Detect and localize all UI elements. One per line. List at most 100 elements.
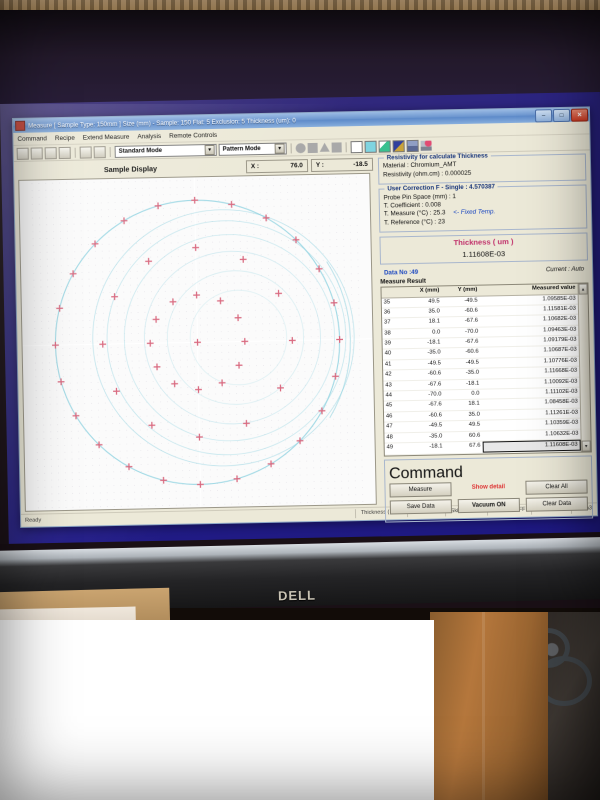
measurement-point[interactable] xyxy=(72,412,80,420)
measurement-point[interactable] xyxy=(330,299,338,307)
measurement-point[interactable] xyxy=(217,297,224,305)
measurement-point[interactable] xyxy=(160,476,167,484)
row-index: 41 xyxy=(384,361,392,368)
measurement-point[interactable] xyxy=(145,257,153,265)
pattern-combo[interactable]: Pattern Mode ▾ xyxy=(218,141,287,156)
measurement-point[interactable] xyxy=(318,407,326,415)
measurement-point[interactable] xyxy=(296,437,304,445)
show-detail-button[interactable]: Show detail xyxy=(471,484,506,492)
clear-data-button[interactable]: Clear Data xyxy=(525,496,589,513)
measurement-point[interactable] xyxy=(125,463,133,471)
measurement-point[interactable] xyxy=(152,315,160,323)
clear-all-button[interactable]: Clear All xyxy=(525,479,588,496)
minimize-button[interactable]: – xyxy=(534,109,553,123)
measurement-point[interactable] xyxy=(267,460,275,468)
wafer-map-plot[interactable] xyxy=(18,172,377,512)
save-icon[interactable] xyxy=(58,146,71,159)
measurement-point[interactable] xyxy=(111,293,119,301)
measurement-point[interactable] xyxy=(99,340,107,348)
chevron-down-icon[interactable]: ▾ xyxy=(274,143,285,154)
measurement-point[interactable] xyxy=(169,298,177,306)
measurement-point[interactable] xyxy=(191,196,199,204)
measurement-point[interactable] xyxy=(171,380,179,388)
measure-result-table[interactable]: X (mm) Y (mm) Measured value 35 49.5 -49.5… xyxy=(380,282,592,457)
measurement-point[interactable] xyxy=(146,339,154,347)
measurement-point[interactable] xyxy=(288,337,296,344)
measurement-point[interactable] xyxy=(315,265,323,273)
menu-item-remote-controls[interactable]: Remote Controls xyxy=(169,131,218,140)
measurement-point[interactable] xyxy=(57,378,65,386)
square-shape-icon[interactable] xyxy=(307,142,318,153)
mode-combo[interactable]: Standard Mode ▾ xyxy=(114,143,217,158)
measurement-point[interactable] xyxy=(196,480,204,488)
row-index: 49 xyxy=(386,444,394,451)
chevron-down-icon[interactable]: ▾ xyxy=(204,144,215,155)
maximize-button[interactable]: □ xyxy=(552,108,571,123)
measurement-point[interactable] xyxy=(153,363,161,371)
row-measured-value: 1.09585E-03 xyxy=(542,295,576,302)
measurement-point[interactable] xyxy=(148,421,156,429)
menu-item-recipe[interactable]: Recipe xyxy=(54,134,75,142)
measurement-point[interactable] xyxy=(218,379,226,387)
measurement-point[interactable] xyxy=(195,386,202,394)
measurement-point[interactable] xyxy=(154,202,162,210)
sample-display-label: Sample Display xyxy=(103,164,158,175)
row-measured-value: 1.08458E-03 xyxy=(544,399,578,406)
contour-arc xyxy=(123,234,336,442)
menu-item-analysis[interactable]: Analysis xyxy=(137,132,162,140)
measurement-point[interactable] xyxy=(241,337,249,345)
vacuum-toggle-button[interactable]: Vacuum ON xyxy=(457,498,520,514)
table-row[interactable]: 49 -18.1 67.6 1.11608E-03 xyxy=(384,439,581,456)
measurement-point[interactable] xyxy=(91,240,99,248)
grid-icon[interactable] xyxy=(364,140,377,153)
close-button[interactable]: ✕ xyxy=(570,108,589,122)
measure-button[interactable]: Measure xyxy=(389,482,452,498)
spray-icon[interactable] xyxy=(420,140,432,151)
measurement-point[interactable] xyxy=(234,314,242,322)
measurement-point[interactable] xyxy=(52,341,59,349)
measurement-point[interactable] xyxy=(277,384,284,392)
menu-item-extend-measure[interactable]: Extend Measure xyxy=(82,133,130,142)
menu-item-command[interactable]: Command xyxy=(17,134,47,143)
measurement-point[interactable] xyxy=(233,475,241,483)
table-scrollbar[interactable]: ▴ ▾ xyxy=(577,283,591,453)
pencil-icon[interactable] xyxy=(378,139,391,153)
measurement-point[interactable] xyxy=(193,291,201,299)
save-data-button[interactable]: Save Data xyxy=(389,499,452,515)
parameters-panel: Resistivity for calculate Thickness Mate… xyxy=(376,150,597,523)
measurement-point[interactable] xyxy=(113,387,120,395)
measurement-point[interactable] xyxy=(194,338,201,346)
measurement-point[interactable] xyxy=(228,200,235,208)
printer-icon[interactable] xyxy=(93,145,106,158)
triangle-shape-icon[interactable] xyxy=(319,142,330,152)
measurement-point[interactable] xyxy=(192,244,200,251)
recipe-icon[interactable] xyxy=(79,145,92,159)
image-icon[interactable] xyxy=(406,139,419,152)
film-icon[interactable] xyxy=(30,146,43,160)
globe-icon[interactable] xyxy=(44,146,57,159)
measurement-point[interactable] xyxy=(275,289,282,297)
measurement-point[interactable] xyxy=(69,270,77,278)
bar-shape-icon[interactable] xyxy=(331,141,342,153)
measurement-point[interactable] xyxy=(95,441,103,449)
measurement-point[interactable] xyxy=(332,372,339,380)
measurement-point[interactable] xyxy=(120,217,128,225)
measurement-point[interactable] xyxy=(235,361,243,369)
measurement-point[interactable] xyxy=(292,236,300,244)
fixed-temp-note: <- Fixed Temp. xyxy=(453,208,496,217)
measure-application-window: Measure [ Sample Type: 150mm ] Size (mm)… xyxy=(12,106,599,528)
row-index: 37 xyxy=(383,319,391,326)
x-value: 76.0 xyxy=(290,162,303,170)
measurement-point[interactable] xyxy=(243,419,250,427)
circle-shape-icon[interactable] xyxy=(295,142,306,153)
scroll-up-button[interactable]: ▴ xyxy=(578,283,588,295)
measurement-point[interactable] xyxy=(336,336,344,343)
scroll-down-button[interactable]: ▾ xyxy=(581,440,591,453)
measurement-point[interactable] xyxy=(239,255,247,263)
measurement-point[interactable] xyxy=(262,214,270,222)
page-icon[interactable] xyxy=(350,140,363,153)
measurement-point[interactable] xyxy=(196,433,203,441)
measurement-point[interactable] xyxy=(56,304,64,312)
contour-icon[interactable] xyxy=(392,139,405,152)
cart-icon[interactable] xyxy=(16,147,29,160)
